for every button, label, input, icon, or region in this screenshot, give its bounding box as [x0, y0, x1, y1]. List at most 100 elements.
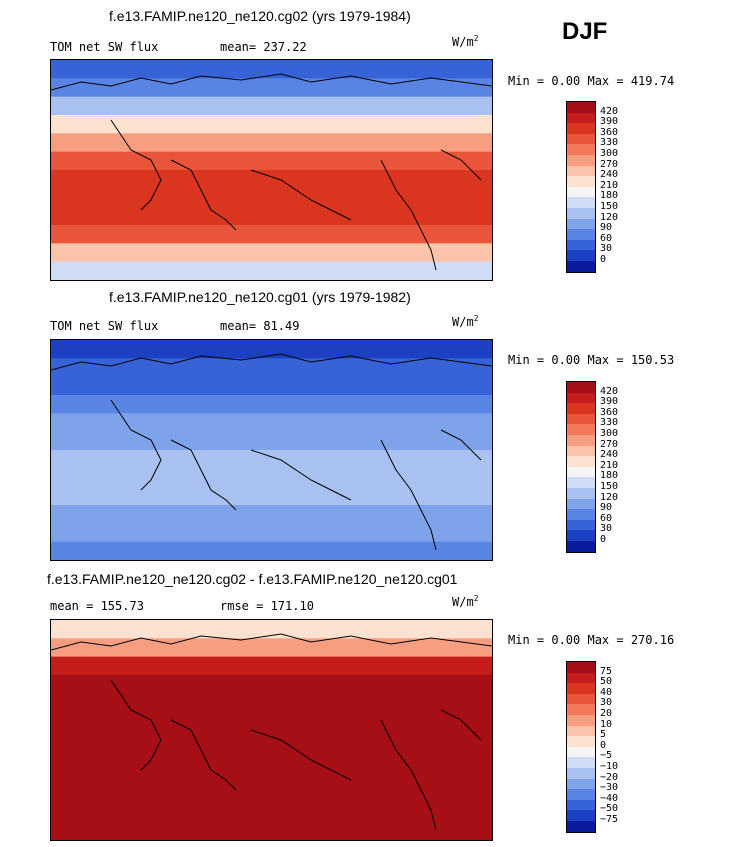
colorbar-tick-label: 390: [600, 396, 619, 408]
panel-1-band: [51, 243, 492, 263]
coastline: [170, 719, 237, 791]
colorbar-cell: [567, 662, 595, 673]
colorbar-tick-label: −30: [600, 782, 619, 794]
colorbar-tick-label: 150: [600, 201, 619, 212]
colorbar-tick-label: 30: [600, 243, 613, 255]
colorbar-tick-label: 90: [600, 502, 613, 514]
colorbar-cell: [567, 498, 595, 510]
colorbar-cell: [567, 477, 595, 488]
colorbar-tick-label: 270: [600, 438, 619, 450]
colorbar-tick-label: −5: [600, 750, 613, 762]
panel-1-band: [51, 60, 492, 79]
panel-3-band: [51, 620, 492, 639]
colorbar-cell: [567, 704, 595, 715]
panel-1-title: f.e13.FAMIP.ne120_ne120.cg02 (yrs 1979-1…: [109, 8, 411, 24]
panel-2-band: [51, 523, 492, 543]
panel-2-minmax: Min = 0.00 Max = 150.53: [508, 353, 675, 367]
colorbar-cell: [567, 810, 595, 821]
coastline: [250, 169, 352, 221]
colorbar-cell: [567, 207, 595, 219]
coastline: [51, 633, 492, 651]
colorbar-cell: [567, 218, 595, 230]
colorbar-tick-label: −20: [600, 771, 619, 783]
colorbar-cell: [567, 197, 595, 208]
colorbar-tick-label: 330: [600, 417, 619, 429]
panel-2-band: [51, 486, 492, 506]
colorbar-tick-label: 420: [600, 105, 619, 117]
panel-2-units: W/m2: [452, 314, 479, 329]
colorbar-tick-label: −10: [600, 761, 619, 772]
colorbar-tick-label: 20: [600, 708, 613, 719]
panel-2-title: f.e13.FAMIP.ne120_ne120.cg01 (yrs 1979-1…: [109, 289, 411, 305]
panel-3-rmse-label: rmse = 171.10: [220, 599, 314, 613]
colorbar-tick-label: 120: [600, 491, 619, 503]
panel-3-title: f.e13.FAMIP.ne120_ne120.cg02 - f.e13.FAM…: [47, 571, 458, 587]
colorbar-cell: [567, 260, 595, 272]
panel-3-band: [51, 693, 492, 713]
panel-2-band: [51, 395, 492, 414]
panel-1-map-svg: [51, 60, 492, 280]
colorbar-cell: [567, 693, 595, 705]
colorbar-cell: [567, 487, 595, 499]
panel-2-band: [51, 468, 492, 488]
coastline: [170, 439, 237, 511]
colorbar-tick-label: 0: [600, 534, 607, 545]
coastline: [110, 119, 162, 211]
colorbar-cell: [567, 509, 595, 520]
colorbar-cell: [567, 672, 595, 684]
panel-2-variable-label: TOM net SW flux: [50, 319, 159, 333]
colorbar-cell: [567, 186, 595, 198]
panel-1-units: W/m2: [452, 34, 479, 49]
panel-3-band: [51, 675, 492, 694]
panel-1-variable-label: TOM net SW flux: [50, 40, 159, 54]
panel-3-minmax: Min = 0.00 Max = 270.16: [508, 633, 675, 647]
colorbar-tick-label: 300: [600, 428, 619, 439]
panel-2-band: [51, 376, 492, 396]
colorbar-cell: [567, 112, 595, 124]
panel-1-band: [51, 133, 492, 153]
panel-2-band: [51, 431, 492, 451]
colorbar-tick-label: 210: [600, 459, 619, 471]
colorbar-tick-label: 210: [600, 179, 619, 191]
coastline: [110, 679, 162, 771]
panel-3-units: W/m2: [452, 594, 479, 609]
colorbar-tick-label: 90: [600, 222, 613, 234]
colorbar-tick-label: 420: [600, 385, 619, 397]
panel-3-band: [51, 803, 492, 823]
colorbar-tick-label: 50: [600, 676, 613, 688]
panel-3-band: [51, 766, 492, 786]
colorbar-tick-label: 180: [600, 470, 619, 482]
colorbar-tick-label: 120: [600, 211, 619, 223]
panel-1-band: [51, 188, 492, 208]
panel-2-band: [51, 505, 492, 524]
panel-3-band: [51, 730, 492, 749]
panel-1-band: [51, 96, 492, 116]
panel-3-band: [51, 785, 492, 804]
colorbar-cell: [567, 746, 595, 758]
colorbar-cell: [567, 445, 595, 457]
colorbar-tick-label: 30: [600, 697, 613, 709]
colorbar-cell: [567, 250, 595, 261]
panel-1-band: [51, 115, 492, 134]
panel-1-minmax: Min = 0.00 Max = 419.74: [508, 74, 675, 88]
coastline: [170, 159, 237, 231]
colorbar-cell: [567, 789, 595, 800]
colorbar-cell: [567, 165, 595, 177]
colorbar-tick-label: 360: [600, 406, 619, 418]
colorbar-tick-label: −50: [600, 803, 619, 815]
panel-1-band: [51, 151, 492, 171]
panel-1-band: [51, 78, 492, 98]
colorbar-cell: [567, 154, 595, 166]
panel-2-band: [51, 450, 492, 469]
panel-3-band: [51, 748, 492, 768]
coastline: [380, 159, 437, 271]
panel-1-mean-label: mean= 237.22: [220, 40, 307, 54]
colorbar-tick-label: 60: [600, 232, 613, 244]
panel-2-band: [51, 358, 492, 378]
colorbar-tick-label: 240: [600, 169, 619, 181]
colorbar-tick-label: 10: [600, 718, 613, 730]
coastline: [380, 439, 437, 551]
coastline: [51, 73, 492, 91]
colorbar-tick-label: 360: [600, 126, 619, 138]
colorbar-tick-label: 30: [600, 523, 613, 535]
